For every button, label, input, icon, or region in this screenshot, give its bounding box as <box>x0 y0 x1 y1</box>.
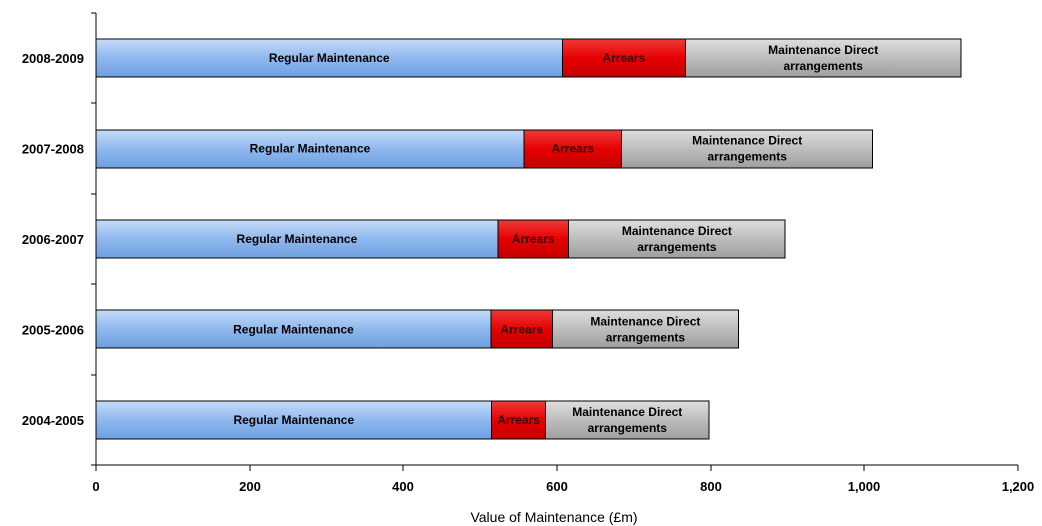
y-tick-label: 2005-2006 <box>22 322 84 337</box>
bar-label-line: Regular Maintenance <box>233 322 354 336</box>
bar-label-arrears: Arrears <box>551 142 594 156</box>
bar-label-line: Regular Maintenance <box>233 413 354 427</box>
bar-maintenance-direct-arrangements-2004-2005 <box>545 400 710 440</box>
bar-label-line: arrangements <box>637 240 717 254</box>
bar-label-regular-maintenance: Regular Maintenance <box>233 413 354 427</box>
bar-label-maintenance-direct-arrangements: Maintenance Direct arrangements <box>590 314 700 344</box>
y-tick-label: 2007-2008 <box>22 142 84 157</box>
bar-label-line: Regular Maintenance <box>250 142 371 156</box>
bar-maintenance-direct-arrangements-2006-2007 <box>568 219 786 259</box>
bar-label-line: Arrears <box>551 142 594 156</box>
bar-regular-maintenance-2004-2005 <box>95 400 493 440</box>
bar-label-line: Maintenance Direct <box>692 134 802 148</box>
bar-arrears-2004-2005 <box>491 400 547 440</box>
bar-regular-maintenance-2006-2007 <box>95 219 499 259</box>
bar-maintenance-direct-arrangements-2005-2006 <box>551 309 739 349</box>
bar-regular-maintenance-2007-2008 <box>95 129 525 169</box>
bars-layer: Regular Maintenance Arrears Maintenance Di… <box>95 38 962 440</box>
bar-arrears-2008-2009 <box>561 38 686 78</box>
bar-arrears-2005-2006 <box>490 309 553 349</box>
bar-label-regular-maintenance: Regular Maintenance <box>250 142 371 156</box>
bar-label-arrears: Arrears <box>497 413 540 427</box>
bar-label-arrears: Arrears <box>512 232 555 246</box>
bar-label-maintenance-direct-arrangements: Maintenance Direct arrangements <box>692 134 802 164</box>
bar-label-maintenance-direct-arrangements: Maintenance Direct arrangements <box>572 405 682 435</box>
bar-label-regular-maintenance: Regular Maintenance <box>233 322 354 336</box>
bar-maintenance-direct-arrangements-2008-2009 <box>684 38 962 78</box>
bar-maintenance-direct-arrangements-2007-2008 <box>621 129 874 169</box>
y-tick-label: 2004-2005 <box>22 413 84 428</box>
bar-arrears-2007-2008 <box>523 129 623 169</box>
x-tick-label: 800 <box>700 479 722 494</box>
bar-label-line: arrangements <box>588 421 668 435</box>
bar-label-line: Arrears <box>500 322 543 336</box>
bar-regular-maintenance-2008-2009 <box>95 38 563 78</box>
bar-label-line: arrangements <box>708 150 788 164</box>
x-tick-label: 200 <box>239 479 261 494</box>
y-tick-label: 2006-2007 <box>22 232 84 247</box>
bar-label-maintenance-direct-arrangements: Maintenance Direct arrangements <box>768 43 878 73</box>
bar-label-line: Arrears <box>602 51 645 65</box>
x-tick-label: 400 <box>392 479 414 494</box>
bar-regular-maintenance-2005-2006 <box>95 309 492 349</box>
bar-label-line: Regular Maintenance <box>269 51 390 65</box>
bar-label-line: arrangements <box>784 59 864 73</box>
bar-label-line: Maintenance Direct <box>768 43 878 57</box>
bar-arrears-2006-2007 <box>497 219 569 259</box>
bar-label-regular-maintenance: Regular Maintenance <box>269 51 390 65</box>
y-tick-label: 2008-2009 <box>22 51 84 66</box>
bar-label-line: Maintenance Direct <box>622 224 732 238</box>
bar-label-regular-maintenance: Regular Maintenance <box>237 232 358 246</box>
bar-label-line: Arrears <box>497 413 540 427</box>
x-tick-label: 0 <box>92 479 99 494</box>
bar-label-line: Regular Maintenance <box>237 232 358 246</box>
bar-label-arrears: Arrears <box>500 322 543 336</box>
x-axis-title: Value of Maintenance (£m) <box>470 509 637 525</box>
bar-label-line: Arrears <box>512 232 555 246</box>
bar-label-line: Maintenance Direct <box>572 405 682 419</box>
x-tick-label: 1,200 <box>1002 479 1035 494</box>
x-tick-label: 1,000 <box>848 479 881 494</box>
bar-label-arrears: Arrears <box>602 51 645 65</box>
bar-label-line: Maintenance Direct <box>590 314 700 328</box>
bar-label-line: arrangements <box>606 330 686 344</box>
bar-label-maintenance-direct-arrangements: Maintenance Direct arrangements <box>622 224 732 254</box>
axes-layer: 2008-20092007-20082006-20072005-20062004… <box>22 12 1035 494</box>
x-tick-label: 600 <box>546 479 568 494</box>
